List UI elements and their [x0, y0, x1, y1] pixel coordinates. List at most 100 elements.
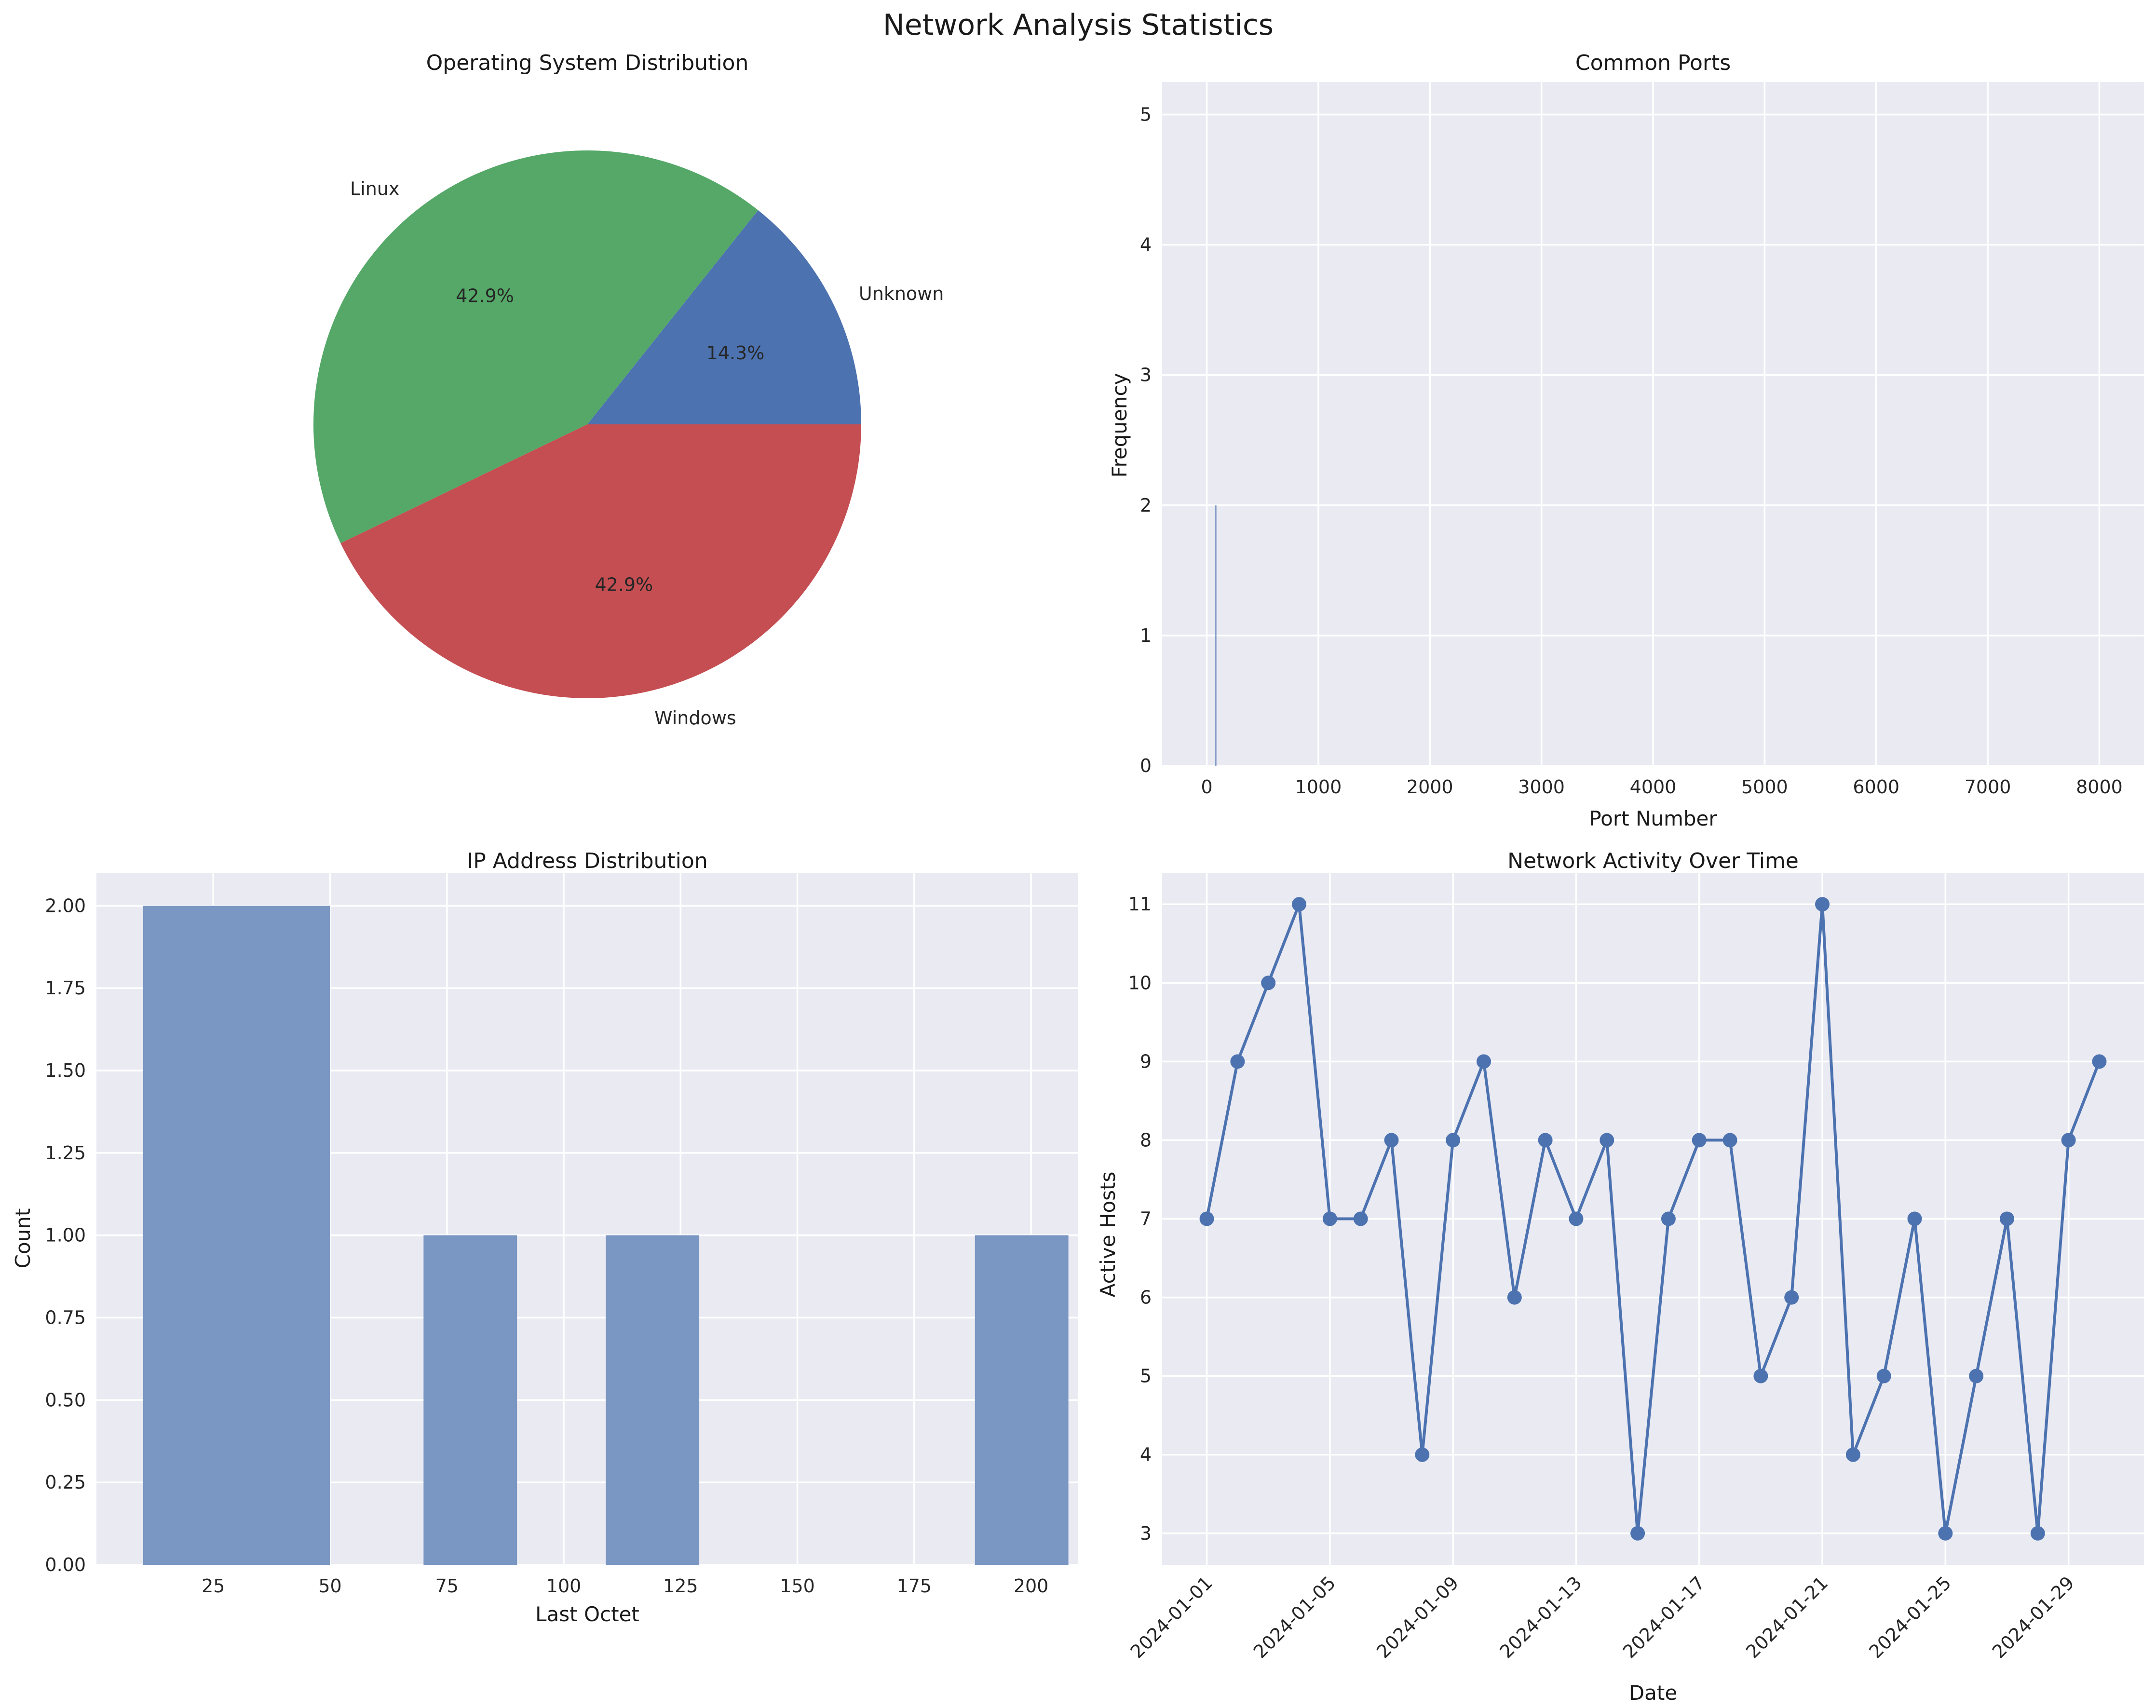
pie-pct-windows: 42.9% — [595, 574, 653, 595]
activity-point — [1353, 1211, 1368, 1226]
ip-ylabel: Count — [11, 1208, 35, 1269]
activity-ytick-label: 5 — [1140, 1366, 1152, 1387]
ip-ytick-label: 1.25 — [45, 1142, 86, 1164]
ip-xtick-label: 200 — [1014, 1575, 1049, 1597]
ip-ytick-label: 0.75 — [45, 1307, 86, 1328]
activity-point — [1507, 1290, 1522, 1305]
pie-slice-linux — [313, 150, 759, 543]
ports-ytick-label: 0 — [1140, 755, 1152, 776]
pie-slice-windows — [340, 424, 861, 698]
ports-ytick-label: 3 — [1140, 365, 1152, 386]
ports-xtick-label: 2000 — [1407, 776, 1453, 798]
activity-point — [1261, 976, 1276, 990]
activity-point — [1199, 1211, 1214, 1226]
ports-xtick-label: 1000 — [1295, 776, 1342, 798]
activity-point — [1600, 1133, 1614, 1148]
ip-xlabel: Last Octet — [535, 1602, 639, 1626]
figure-title: Network Analysis Statistics — [883, 8, 1274, 42]
ip-title: IP Address Distribution — [467, 849, 707, 873]
activity-point — [1476, 1054, 1491, 1069]
ports-ytick-label: 2 — [1140, 495, 1152, 516]
ip-hist-bar — [143, 906, 330, 1565]
ip-xtick-label: 175 — [897, 1575, 932, 1597]
activity-point — [2061, 1133, 2076, 1148]
ports-ytick-label: 1 — [1140, 625, 1152, 646]
pie-label-linux: Linux — [350, 178, 399, 200]
pie-pct-linux: 42.9% — [456, 285, 514, 307]
ip-xtick-label: 75 — [435, 1575, 459, 1597]
pie-slice-unknown — [587, 210, 861, 424]
ports-xtick-label: 4000 — [1630, 776, 1677, 798]
activity-ylabel: Active Hosts — [1096, 1172, 1120, 1298]
activity-point — [1999, 1211, 2014, 1226]
ip-xtick-label: 50 — [318, 1575, 341, 1597]
activity-point — [2030, 1526, 2045, 1541]
activity-point — [1446, 1133, 1461, 1148]
activity-point — [2092, 1054, 2107, 1069]
activity-point — [1415, 1447, 1430, 1462]
activity-xlabel: Date — [1629, 1681, 1677, 1705]
ports-bar — [1215, 505, 1217, 766]
ports-title: Common Ports — [1575, 51, 1731, 75]
activity-ytick-label: 8 — [1140, 1129, 1152, 1151]
ip-ytick-label: 2.00 — [45, 895, 86, 916]
pie-title: Operating System Distribution — [426, 51, 749, 75]
activity-point — [1384, 1133, 1399, 1148]
activity-point — [1845, 1447, 1860, 1462]
activity-point — [1322, 1211, 1337, 1226]
ports-xtick-label: 0 — [1201, 776, 1212, 798]
activity-point — [1630, 1526, 1645, 1541]
ip-hist-bar — [423, 1235, 517, 1565]
activity-ytick-label: 4 — [1140, 1444, 1152, 1465]
ports-xtick-label: 5000 — [1741, 776, 1788, 798]
ports-xtick-label: 7000 — [1965, 776, 2011, 798]
activity-point — [1661, 1211, 1676, 1226]
ports-xtick-label: 8000 — [2076, 776, 2123, 798]
ports-xtick-label: 3000 — [1518, 776, 1565, 798]
activity-point — [1784, 1290, 1799, 1305]
common-ports-chart: 0 1 2 3 4 5 0 1000 2000 3000 4000 5000 6000 7000 8000 C… — [1108, 51, 2144, 830]
activity-ytick-label: 11 — [1128, 894, 1152, 915]
activity-point — [1815, 897, 1830, 912]
ip-xtick-label: 100 — [546, 1575, 582, 1597]
ip-xtick-label: 125 — [663, 1575, 698, 1597]
ip-ytick-label: 0.50 — [45, 1389, 86, 1410]
ip-ytick-label: 0.25 — [45, 1472, 86, 1493]
activity-point — [1230, 1054, 1245, 1069]
activity-point — [1292, 897, 1307, 912]
ip-ytick-label: 0.00 — [45, 1554, 86, 1575]
ip-xtick-label: 25 — [202, 1575, 225, 1597]
activity-ytick-label: 10 — [1128, 972, 1152, 993]
ip-xtick-label: 150 — [780, 1575, 815, 1597]
pie-pct-unknown: 14.3% — [706, 342, 765, 364]
ports-ylabel: Frequency — [1108, 373, 1131, 478]
activity-point — [1938, 1526, 1953, 1541]
activity-point — [1692, 1133, 1707, 1148]
ip-distribution-chart: 0.00 0.25 0.50 0.75 1.00 1.25 1.50 1.75 2.00 25 50… — [11, 849, 1078, 1626]
activity-ytick-label: 3 — [1140, 1523, 1152, 1544]
ip-hist-bar — [606, 1235, 700, 1565]
activity-point — [1538, 1133, 1553, 1148]
ip-ytick-label: 1.75 — [45, 977, 86, 999]
activity-point — [1753, 1369, 1768, 1383]
ports-xtick-label: 6000 — [1853, 776, 1899, 798]
ports-xlabel: Port Number — [1589, 807, 1717, 830]
ports-ytick-label: 4 — [1140, 234, 1152, 256]
activity-point — [1969, 1369, 1984, 1383]
ip-ytick-label: 1.50 — [45, 1060, 86, 1081]
activity-title: Network Activity Over Time — [1507, 849, 1799, 873]
ip-ytick-label: 1.00 — [45, 1225, 86, 1246]
activity-point — [1722, 1133, 1737, 1148]
ports-ytick-label: 5 — [1140, 104, 1152, 125]
pie-label-windows: Windows — [654, 707, 736, 729]
activity-point — [1876, 1369, 1891, 1383]
os-pie-chart: Operating System Distribution Unknown 14.… — [313, 51, 944, 729]
activity-point — [1569, 1211, 1584, 1226]
activity-ytick-label: 6 — [1140, 1287, 1152, 1308]
pie-label-unknown: Unknown — [859, 283, 944, 304]
activity-ytick-label: 7 — [1140, 1208, 1152, 1230]
ip-hist-bar — [975, 1235, 1069, 1565]
activity-point — [1907, 1211, 1922, 1226]
activity-ytick-label: 9 — [1140, 1051, 1152, 1072]
